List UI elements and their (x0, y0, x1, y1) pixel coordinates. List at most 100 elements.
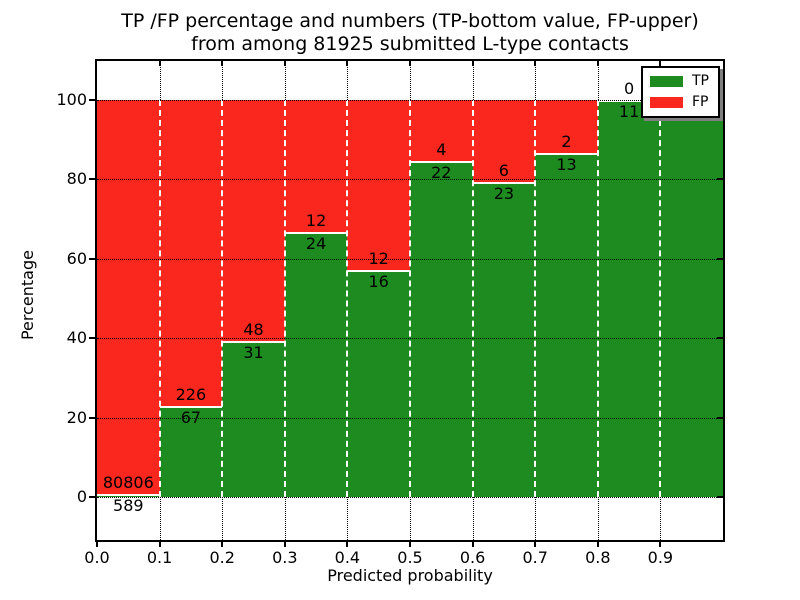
y-gridline (97, 258, 723, 260)
fp-count-label: 80806 (102, 473, 154, 493)
fp-count-label: 6 (498, 161, 509, 181)
x-tick-top (346, 61, 349, 66)
x-tick-top (409, 61, 411, 66)
bar-edge (596, 100, 599, 497)
bars-layer (97, 61, 723, 540)
chart-title: TP /FP percentage and numbers (TP-bottom… (10, 10, 800, 56)
x-tick-bottom (283, 542, 286, 547)
x-tick-label: 0.7 (522, 548, 548, 567)
y-axis-label: Percentage (18, 250, 37, 341)
tp-legend-swatch (650, 75, 683, 87)
y-gridline (97, 100, 723, 101)
y-tick-label: 60 (66, 248, 87, 268)
plot-area: 8080658922667483112241216422623213011013… (56, 59, 725, 567)
tp-bar-segment (222, 341, 285, 497)
tp-count-label: 589 (113, 496, 144, 516)
x-axis-label: Predicted probability (327, 566, 493, 585)
tp-count-label: 11 (618, 102, 640, 121)
bar-edge (346, 100, 349, 497)
tp-bar-segment (597, 100, 661, 497)
y-tick-left (89, 257, 95, 260)
legend: TP FP (641, 66, 720, 118)
y-gridline (97, 338, 723, 340)
x-tick-bottom (346, 542, 349, 547)
tp-bar-segment (97, 494, 160, 497)
fp-count-label: 4 (436, 140, 447, 160)
fp-bar-segment (347, 100, 410, 271)
fp-count-label: 12 (305, 211, 327, 231)
tp-count-label: 16 (368, 272, 389, 292)
y-tick-label: 0 (76, 487, 87, 506)
x-tick-top (659, 61, 662, 66)
y-tick-label: 20 (66, 407, 87, 427)
bar-edge (221, 100, 224, 497)
fp-legend-swatch (650, 96, 683, 108)
fp-count-label: 12 (368, 249, 389, 269)
y-tick-right (717, 99, 723, 101)
fp-bar-segment (535, 100, 598, 153)
fp-bar-segment (410, 100, 473, 162)
x-tick-label: 0.8 (585, 548, 611, 567)
fp-bar-segment (97, 100, 160, 495)
y-tick-left (89, 99, 95, 101)
x-tick-bottom (96, 542, 98, 547)
fp-bar-segment (472, 100, 536, 183)
y-gridline (97, 179, 723, 181)
x-tick-top (471, 61, 474, 66)
y-tick-right (717, 496, 723, 498)
x-tick-top (221, 61, 224, 66)
fp-count-label: 0 (624, 79, 635, 98)
y-tick-right (717, 257, 723, 260)
x-tick-bottom (221, 542, 224, 547)
x-tick-bottom (659, 542, 662, 547)
x-tick-top (283, 61, 286, 66)
x-tick-label: 0.2 (209, 548, 235, 567)
y-gridline (97, 497, 723, 498)
y-tick-left (89, 496, 95, 498)
tp-bar-segment (410, 161, 473, 497)
fp-count-label: 48 (243, 320, 264, 340)
fp-count-label: 226 (175, 385, 207, 405)
bar-edge (158, 100, 161, 497)
x-tick-label: 0.9 (647, 548, 674, 567)
x-tick-label: 0.5 (397, 548, 423, 567)
tp-count-label: 13 (556, 154, 577, 174)
y-tick-label: 80 (66, 169, 87, 189)
tp-bar-segment (472, 182, 536, 497)
x-tick-bottom (471, 542, 474, 547)
y-tick-left (89, 337, 95, 340)
y-gridlines-layer (89, 61, 723, 547)
x-tick-bottom (596, 542, 599, 547)
y-tick-label: 40 (66, 328, 87, 348)
tp-count-label: 67 (180, 408, 202, 428)
x-tick-top (158, 61, 161, 66)
tp-bar-segment (535, 152, 598, 497)
bar-edge (471, 100, 474, 497)
bar-edge (409, 100, 411, 497)
x-tick-top (534, 61, 537, 66)
tp-bar-segment (660, 100, 723, 497)
bar-edge (534, 100, 537, 497)
tp-count-label: 23 (493, 184, 515, 204)
x-tick-top (596, 61, 599, 66)
x-tick-label: 0.4 (334, 548, 361, 567)
tp-count-label: 31 (243, 343, 264, 363)
legend-entry-fp: FP (650, 94, 709, 110)
chart-title-line1: TP /FP percentage and numbers (TP-bottom… (121, 10, 699, 32)
x-tick-label: 0.6 (459, 548, 486, 567)
x-tick-label: 0.1 (146, 548, 173, 567)
x-tick-label: 0.0 (84, 548, 110, 567)
tp-bar-segment (284, 232, 348, 497)
y-tick-right (717, 337, 723, 340)
y-tick-left (89, 178, 95, 181)
y-gridline (97, 417, 723, 419)
bar-edge (283, 100, 286, 497)
bar-count-labels-layer: 8080658922667483112241216422623213011013 (97, 61, 723, 540)
y-tick-right (717, 416, 723, 419)
y-tick-label: 100 (56, 90, 87, 109)
x-tick-label: 0.3 (272, 548, 298, 567)
fp-bar-segment (159, 100, 223, 407)
legend-entry-tp: TP (650, 73, 709, 89)
fp-bar-segment (222, 100, 285, 342)
fp-legend-label: FP (692, 94, 709, 110)
